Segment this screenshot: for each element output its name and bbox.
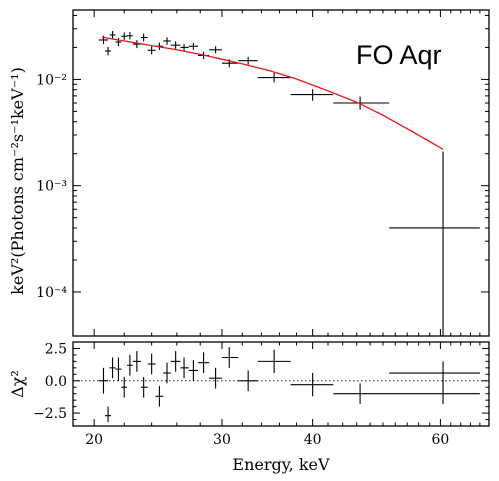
residuals-data-point	[115, 357, 122, 381]
residuals-y-tick-label: 0.0	[45, 374, 67, 390]
residuals-frame	[72, 341, 490, 427]
spectrum-y-axis-label: keV²(Photons cm⁻²s⁻¹keV⁻¹)	[8, 67, 27, 295]
residuals-data-point	[333, 383, 390, 405]
residuals-y-tick-label: 2.5	[45, 341, 67, 357]
residuals-data-point	[389, 361, 480, 385]
spectrum-data-point	[121, 32, 128, 40]
spectrum-panel: 10⁻² 10⁻³ 10⁻⁴ FO Aqr keV²(Photons cm⁻²s⁻¹…	[8, 9, 490, 337]
residuals-data-point	[257, 349, 291, 374]
residuals-data-point	[121, 376, 128, 398]
residuals-data-points	[98, 347, 480, 423]
x-tick-label: 40	[304, 432, 322, 448]
source-name-annotation: FO Aqr	[356, 40, 442, 70]
residuals-data-point	[98, 367, 109, 394]
spectrum-data-point	[209, 46, 222, 54]
spectrum-tick-labels: 10⁻² 10⁻³ 10⁻⁴	[36, 72, 67, 301]
spectrum-data-point	[140, 33, 148, 42]
residuals-tick-labels: 2.5 0.0 −2.5 20 30 40 60	[33, 341, 449, 448]
spectrum-data-point	[170, 41, 181, 49]
residuals-data-point	[147, 353, 156, 375]
spectrum-y-tick-label: 10⁻³	[36, 179, 67, 195]
x-tick-label: 20	[85, 432, 103, 448]
residuals-data-point	[197, 352, 210, 374]
residuals-data-point	[290, 373, 334, 397]
spectrum-frame	[72, 9, 490, 337]
spectrum-y-tick-label: 10⁻⁴	[36, 285, 67, 301]
x-tick-label: 60	[432, 432, 450, 448]
x-axis-label: Energy, keV	[232, 455, 330, 474]
residuals-y-tick-label: −2.5	[33, 406, 67, 422]
spectrum-data-point	[257, 72, 291, 83]
residuals-y-axis-label: Δχ²	[8, 370, 27, 398]
residuals-data-point	[180, 357, 189, 379]
spectrum-data-point	[188, 42, 198, 50]
model-curve	[101, 36, 444, 150]
spectrum-data-point	[290, 89, 334, 101]
spectrum-data-point	[147, 46, 156, 55]
spectrum-data-point	[333, 96, 390, 110]
residuals-data-point	[221, 347, 239, 368]
residuals-data-point	[109, 357, 116, 379]
spectrum-data-point	[180, 43, 189, 52]
x-tick-label: 30	[213, 432, 231, 448]
spectrum-data-point	[127, 31, 133, 40]
residuals-data-point	[105, 406, 112, 423]
residuals-data-point	[155, 385, 164, 407]
spectrum-data-point	[389, 151, 480, 336]
spectrum-data-point	[238, 56, 258, 65]
residuals-data-point	[140, 376, 148, 398]
residuals-panel: 2.5 0.0 −2.5 20 30 40 60 Δχ² Energy, keV	[8, 341, 490, 474]
residuals-data-point	[170, 351, 181, 372]
spectrum-y-tick-label: 10⁻²	[36, 72, 67, 88]
spectrum-data-point	[163, 37, 171, 45]
residuals-data-point	[132, 351, 141, 372]
spectrum-data-point	[105, 46, 112, 56]
residuals-data-point	[188, 360, 198, 381]
residuals-ticks	[73, 342, 489, 426]
spectrum-data-points	[98, 31, 480, 336]
residuals-data-point	[389, 383, 480, 405]
residuals-data-point	[238, 370, 258, 392]
spectrum-data-point	[109, 31, 116, 40]
residuals-data-point	[127, 354, 133, 376]
spectrum-data-point	[115, 37, 122, 47]
residuals-data-point	[209, 367, 222, 389]
residuals-data-point	[163, 362, 171, 384]
